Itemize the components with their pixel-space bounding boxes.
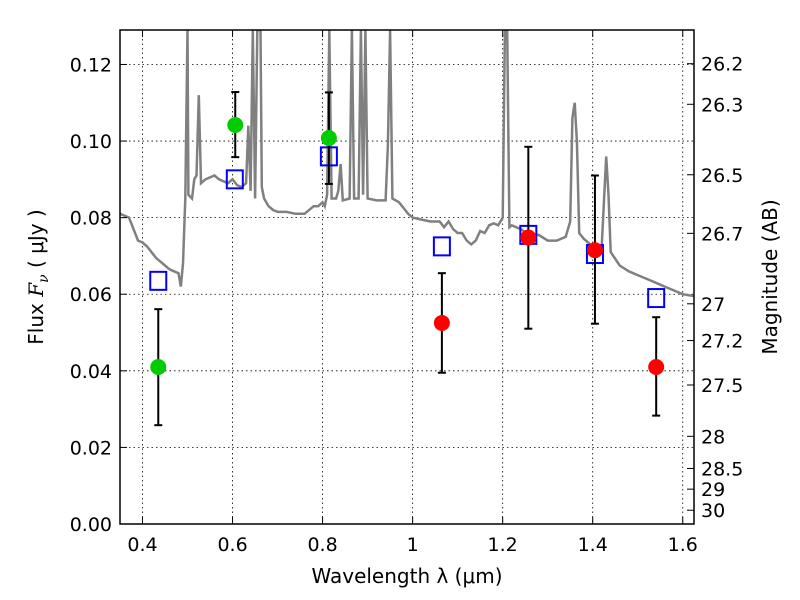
observed-flux-point [150, 358, 167, 375]
y-axis-left-title-units: ( μJy ) [24, 209, 48, 274]
magnitude-tick-label: 28.5 [701, 458, 743, 480]
x-tick-label: 1.6 [668, 534, 698, 556]
model-photometry-markers [149, 146, 666, 309]
observed-flux-point [586, 242, 603, 259]
y-tick-label: 0.10 [70, 131, 112, 153]
magnitude-tick-label: 30 [701, 500, 725, 522]
x-axis-ticks: 0.4 0.6 0.8 1 1.2 1.4 1.6 [127, 30, 698, 556]
plot-frame [119, 29, 695, 525]
x-tick-label: 0.4 [127, 534, 157, 556]
magnitude-tick-label: 27 [701, 294, 725, 316]
x-tick-label: 1 [407, 534, 419, 556]
x-tick-label: 0.8 [307, 534, 337, 556]
model-photometry-square [432, 236, 451, 257]
grid-lines [120, 30, 694, 525]
y-axis-left-title: Flux Fν ( μJy ) [24, 209, 52, 344]
y-tick-label: 0.02 [70, 437, 112, 459]
flux-symbol-subscript: ν [36, 274, 52, 283]
y-tick-label: 0.00 [70, 514, 112, 536]
y-tick-label: 0.04 [70, 361, 112, 383]
x-tick-label: 1.4 [578, 534, 608, 556]
magnitude-tick-label: 26.5 [701, 165, 743, 187]
magnitude-tick-label: 26.3 [701, 94, 743, 116]
observed-flux-point [227, 116, 244, 133]
plot-area [120, 30, 694, 427]
model-photometry-square [149, 270, 168, 291]
magnitude-tick-label: 26.7 [701, 223, 743, 245]
x-axis-title: Wavelength λ (μm) [311, 564, 502, 588]
y-tick-label: 0.12 [70, 54, 112, 76]
magnitude-tick-label: 26.2 [701, 54, 743, 76]
y-tick-label: 0.06 [70, 284, 112, 306]
magnitude-tick-label: 27.5 [701, 375, 743, 397]
observed-flux-point [433, 314, 450, 331]
magnitude-tick-label: 28 [701, 426, 725, 448]
observed-flux-point [320, 129, 337, 146]
observed-data-points [150, 91, 665, 427]
x-tick-label: 1.2 [488, 534, 518, 556]
magnitude-tick-label: 27.2 [701, 331, 743, 353]
observed-flux-point [520, 229, 537, 246]
model-photometry-square [225, 169, 244, 190]
flux-symbol: F [24, 282, 48, 298]
y-axis-left-ticks: 0.00 0.02 0.04 0.06 0.08 0.10 0.12 [70, 54, 127, 536]
observed-flux-point [648, 358, 665, 375]
x-tick-label: 0.6 [217, 534, 247, 556]
magnitude-tick-label: 29 [701, 479, 725, 501]
model-spectrum-line [120, 30, 694, 298]
y-axis-left-title-prefix: Flux [24, 297, 48, 345]
y-tick-label: 0.08 [70, 208, 112, 230]
y-axis-right-title: Magnitude (AB) [758, 199, 782, 354]
model-photometry-square [647, 288, 666, 309]
